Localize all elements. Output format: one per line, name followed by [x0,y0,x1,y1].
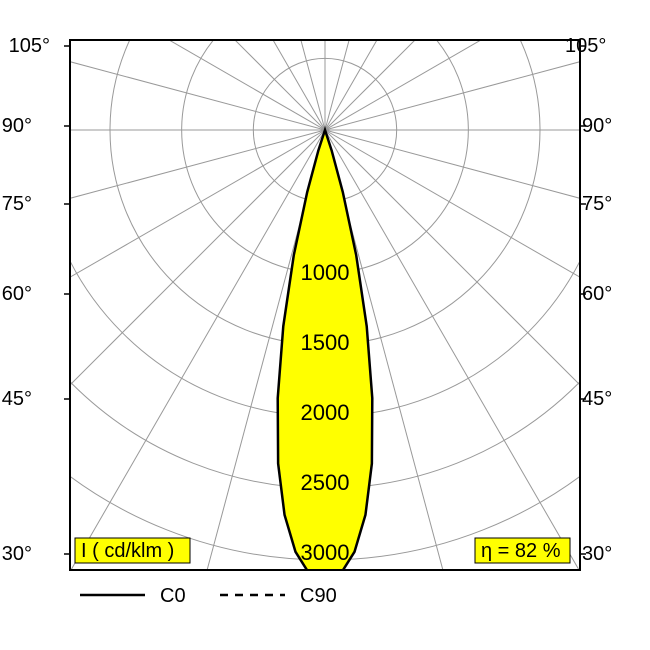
radial-label: 3000 [301,540,350,565]
angle-label-left: 105° [9,35,50,57]
unit-label: I ( cd/klm ) [81,540,174,562]
radial-label: 1500 [301,330,350,355]
angle-label-right: 75° [582,193,612,215]
distribution-curve [278,130,373,584]
polar-chart-container: 105°90°75°60°45°30°105°90°75°60°45°30°10… [0,0,650,650]
angle-label-left: 90° [2,115,32,137]
angle-label-left: 60° [2,283,32,305]
angle-label-right: 30° [582,543,612,565]
angle-label-right: 45° [582,388,612,410]
angle-label-left: 75° [2,193,32,215]
radial-label: 2000 [301,400,350,425]
angle-label-right: 60° [582,283,612,305]
radial-label: 1000 [301,260,350,285]
legend-label-c90: C90 [300,585,337,607]
radial-label: 2500 [301,470,350,495]
angle-label-left: 45° [2,388,32,410]
polar-chart-svg: 105°90°75°60°45°30°105°90°75°60°45°30°10… [0,0,650,650]
eta-label: η = 82 % [481,540,561,562]
legend-label-c0: C0 [160,585,186,607]
angle-label-right: 90° [582,115,612,137]
angle-label-left: 30° [2,543,32,565]
